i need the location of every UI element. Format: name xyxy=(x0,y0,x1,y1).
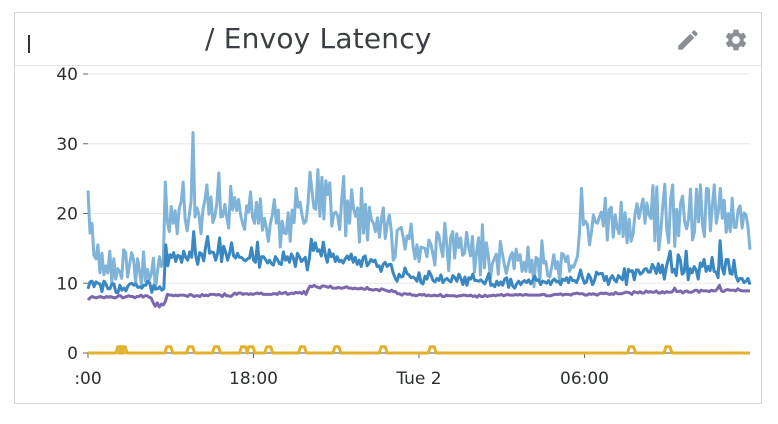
x-tick-label: 18:00 xyxy=(229,369,278,389)
text-cursor xyxy=(28,35,30,53)
y-tick-label: 0 xyxy=(67,344,78,364)
pencil-icon[interactable] xyxy=(675,27,701,53)
x-tick-label: Tue 2 xyxy=(395,369,441,389)
series-line-3 xyxy=(88,345,750,355)
series-line-0 xyxy=(86,131,752,291)
pencil-icon-glyph xyxy=(678,30,698,50)
widget-header: / Envoy Latency xyxy=(15,13,761,66)
x-tick-label: 06:00 xyxy=(560,369,609,389)
x-tick-label: :00 xyxy=(74,369,101,389)
gear-icon[interactable] xyxy=(723,27,749,53)
y-tick-label: 20 xyxy=(56,205,78,225)
y-tick-label: 40 xyxy=(56,65,78,85)
y-tick-label: 30 xyxy=(56,135,78,155)
y-tick-label: 10 xyxy=(56,274,78,294)
gear-icon-glyph xyxy=(725,29,747,51)
series-line-1 xyxy=(86,230,752,295)
series-line-2 xyxy=(86,283,750,309)
widget-title[interactable]: / Envoy Latency xyxy=(205,22,432,55)
